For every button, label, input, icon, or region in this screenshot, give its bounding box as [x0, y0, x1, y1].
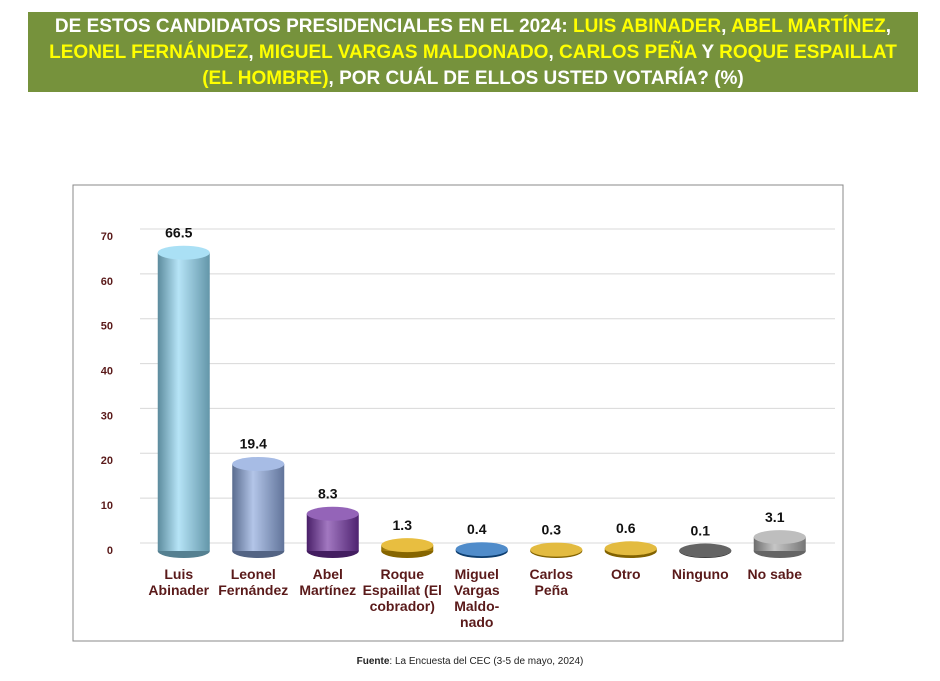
- bar-cap: [530, 542, 583, 557]
- bar: [157, 252, 210, 551]
- title-part: Y: [696, 42, 720, 63]
- title-part: LEONEL FERNÁNDEZ: [49, 42, 249, 63]
- source-text: : La Encuesta del CEC (3-5 de mayo, 2024…: [389, 656, 584, 667]
- x-tick-label: No sabe: [747, 566, 802, 582]
- value-label: 0.4: [467, 521, 487, 537]
- value-label: 3.1: [765, 509, 785, 525]
- title-part: CARLOS PEÑA: [559, 42, 697, 63]
- x-tick-label: Luis Abinader: [148, 566, 210, 598]
- source-label: Fuente: [356, 656, 390, 667]
- value-label: 0.6: [616, 520, 636, 536]
- y-tick-label: 60: [101, 276, 113, 288]
- bar-cap: [232, 456, 285, 471]
- y-tick-label: 10: [101, 500, 113, 512]
- title-part: ,: [548, 42, 560, 63]
- value-label: 19.4: [240, 436, 267, 452]
- x-tick-label: Otro: [610, 566, 641, 582]
- bar-cap: [604, 541, 657, 556]
- x-tick-label: Leonel Fernández: [218, 566, 289, 598]
- y-tick-label: 0: [107, 545, 113, 557]
- title-part: ROQUE ESPAILLAT (EL HOMBRE): [202, 42, 897, 89]
- bar-cap: [455, 542, 508, 557]
- y-tick-label: 70: [101, 231, 113, 243]
- value-label: 8.3: [318, 485, 338, 501]
- title-part: , POR CUÁL DE ELLOS USTED VOTARÍA? (%): [328, 68, 744, 89]
- x-tick-label: Roque Espaillat (El cobrador): [362, 566, 442, 614]
- y-tick-label: 40: [101, 365, 113, 377]
- value-label: 0.3: [542, 521, 562, 537]
- value-label: 0.1: [691, 522, 711, 538]
- title-part: DE ESTOS CANDIDATOS PRESIDENCIALES EN EL…: [54, 16, 573, 37]
- x-tick-label: Carlos Peña: [529, 566, 574, 598]
- x-tick-label: Ninguno: [671, 566, 729, 582]
- title-part: ABEL MARTÍNEZ: [730, 16, 886, 37]
- y-tick-label: 20: [101, 455, 113, 467]
- y-tick-label: 50: [101, 321, 113, 333]
- title-part: ,: [721, 16, 731, 37]
- bar-cap: [306, 506, 359, 521]
- value-label: 1.3: [393, 517, 413, 533]
- title-banner: DE ESTOS CANDIDATOS PRESIDENCIALES EN EL…: [28, 12, 918, 92]
- bar-cap: [381, 538, 434, 553]
- title-part: LUIS ABINADER: [572, 16, 722, 37]
- x-tick-label: Miguel Vargas Maldo- nado: [453, 566, 500, 630]
- value-label: 66.5: [165, 224, 192, 240]
- y-tick-label: 30: [101, 410, 113, 422]
- title-part: MIGUEL VARGAS MALDONADO: [258, 42, 549, 63]
- bar-cap: [679, 543, 732, 558]
- title-part: ,: [885, 16, 892, 37]
- source: Fuente: La Encuesta del CEC (3-5 de mayo…: [0, 656, 940, 667]
- bar-cap: [157, 245, 210, 260]
- bar: [232, 463, 285, 551]
- bar-cap: [753, 530, 806, 545]
- title-part: ,: [248, 42, 259, 63]
- x-tick-label: Abel Martínez: [299, 566, 357, 598]
